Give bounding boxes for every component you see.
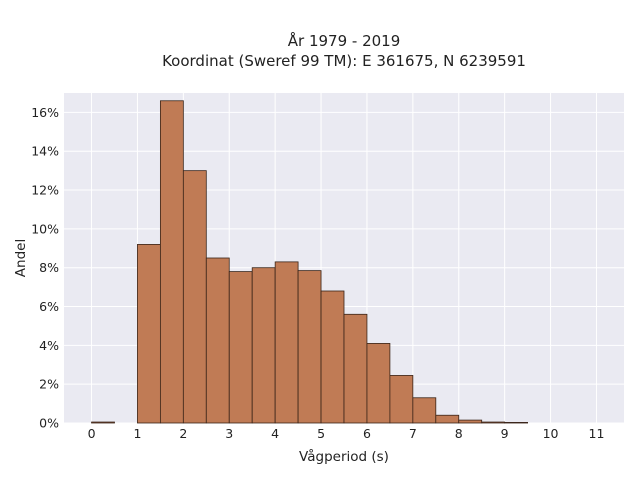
x-axis-label: Vågperiod (s) <box>299 448 389 465</box>
histogram-bar-7 <box>274 261 299 424</box>
y-tick-label-4: 8% <box>39 260 59 275</box>
histogram-bar-17 <box>504 422 529 424</box>
histogram-bar-3 <box>182 170 207 424</box>
x-tick-label-9: 9 <box>501 426 509 441</box>
histogram-bar-13 <box>412 397 437 424</box>
y-tick-labels: 0% 2% 4% 6% 8% 10% 12% 14% 16% <box>31 105 59 431</box>
x-tick-label-0: 0 <box>88 426 96 441</box>
histogram-bar-9 <box>320 290 345 424</box>
histogram-bar-5 <box>228 271 253 424</box>
histogram-bar-12 <box>389 375 414 424</box>
y-tick-label-6: 12% <box>31 183 59 198</box>
y-tick-label-5: 10% <box>31 221 59 236</box>
x-tick-label-8: 8 <box>455 426 463 441</box>
histogram-bar-8 <box>297 270 322 424</box>
histogram-bar-0 <box>91 421 115 424</box>
x-tick-label-10: 10 <box>543 426 559 441</box>
y-tick-label-2: 4% <box>39 338 59 353</box>
x-tick-label-2: 2 <box>179 426 187 441</box>
histogram-bar-2 <box>159 100 184 424</box>
chart-title-line-2: Koordinat (Sweref 99 TM): E 361675, N 62… <box>162 52 526 70</box>
x-tick-label-4: 4 <box>271 426 279 441</box>
y-tick-label-7: 14% <box>31 144 59 159</box>
histogram-bar-14 <box>435 414 460 424</box>
histogram-bar-10 <box>343 313 368 424</box>
x-tick-label-3: 3 <box>225 426 233 441</box>
histogram-bar-4 <box>205 257 230 424</box>
x-tick-labels: 0 1 2 3 4 5 6 7 8 9 10 11 <box>88 426 605 441</box>
y-tick-label-0: 0% <box>39 416 59 431</box>
x-tick-label-11: 11 <box>589 426 605 441</box>
histogram-bar-16 <box>481 421 506 424</box>
x-tick-label-5: 5 <box>317 426 325 441</box>
y-tick-label-1: 2% <box>39 377 59 392</box>
histogram-bar-1 <box>137 244 161 424</box>
x-tick-label-7: 7 <box>409 426 417 441</box>
y-axis-label: Andel <box>13 239 29 277</box>
histogram-bar-6 <box>251 267 276 424</box>
x-tick-label-6: 6 <box>363 426 371 441</box>
histogram-bar-11 <box>366 343 391 424</box>
chart-title-line-1: År 1979 - 2019 <box>288 31 401 50</box>
x-tick-label-1: 1 <box>133 426 141 441</box>
y-tick-label-3: 6% <box>39 299 59 314</box>
histogram-bar-15 <box>458 419 483 424</box>
histogram-bars <box>91 100 529 424</box>
y-tick-label-8: 16% <box>31 105 59 120</box>
